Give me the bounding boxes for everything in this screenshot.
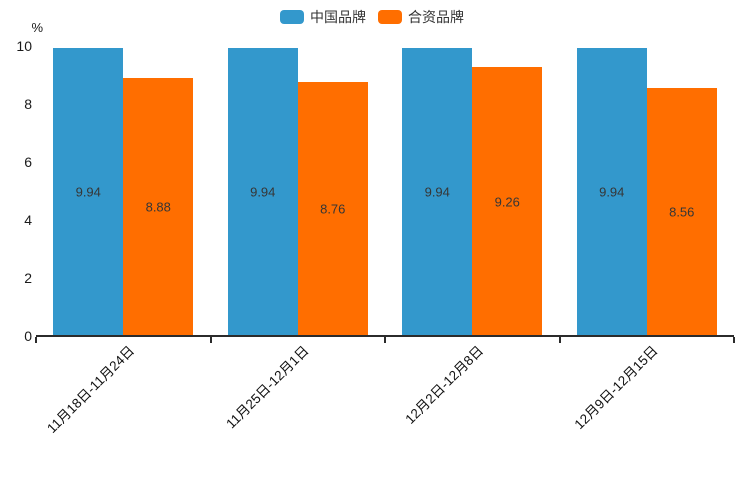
x-tick-label: 11月25日-12月1日	[222, 343, 312, 432]
x-axis-tick	[35, 337, 37, 343]
y-tick-label: 4	[24, 212, 32, 228]
bar-value-label: 8.56	[669, 204, 695, 220]
x-tick-label: 11月18日-11月24日	[43, 343, 137, 437]
bar-value-label: 9.94	[75, 184, 101, 200]
legend-swatch-china-brand	[280, 10, 304, 24]
legend-label-china-brand: 中国品牌	[310, 9, 366, 25]
bar-value-label: 9.94	[250, 184, 276, 200]
bar-joint-venture-brand: 8.56	[646, 87, 717, 336]
x-tick-label: 12月2日-12月8日	[402, 343, 486, 427]
legend-item-joint-venture-brand[interactable]: 合资品牌	[378, 8, 464, 26]
bar-china-brand: 9.94	[53, 47, 124, 336]
bar-china-brand: 9.94	[576, 47, 647, 336]
x-tick-label: 12月9日-12月15日	[571, 343, 661, 433]
x-axis-tick	[558, 337, 561, 343]
y-tick-label: 8	[24, 96, 32, 112]
y-tick-label: 2	[24, 270, 32, 286]
legend: 中国品牌 合资品牌	[0, 8, 744, 26]
x-axis-tick	[384, 337, 386, 343]
x-axis-tick	[733, 337, 735, 343]
legend-label-joint-venture-brand: 合资品牌	[408, 9, 464, 25]
bar-value-label: 9.94	[424, 184, 450, 200]
y-tick-label: 0	[24, 328, 32, 344]
bar-value-label: 8.88	[145, 199, 171, 215]
y-axis-unit-label: %	[31, 20, 43, 35]
bar-china-brand: 9.94	[227, 47, 298, 336]
y-tick-label: 6	[24, 154, 32, 170]
bar-value-label: 9.94	[599, 184, 625, 200]
x-axis-line	[36, 335, 734, 337]
x-axis-tick	[209, 337, 212, 343]
bar-china-brand: 9.94	[402, 47, 473, 336]
legend-item-china-brand[interactable]: 中国品牌	[280, 8, 366, 26]
bar-value-label: 8.76	[320, 201, 346, 217]
bar-joint-venture-brand: 9.26	[472, 67, 543, 336]
legend-swatch-joint-venture-brand	[378, 10, 402, 24]
bar-value-label: 9.26	[494, 194, 520, 210]
bar-joint-venture-brand: 8.88	[123, 78, 194, 336]
y-tick-label: 10	[16, 38, 32, 54]
bar-joint-venture-brand: 8.76	[297, 81, 368, 336]
